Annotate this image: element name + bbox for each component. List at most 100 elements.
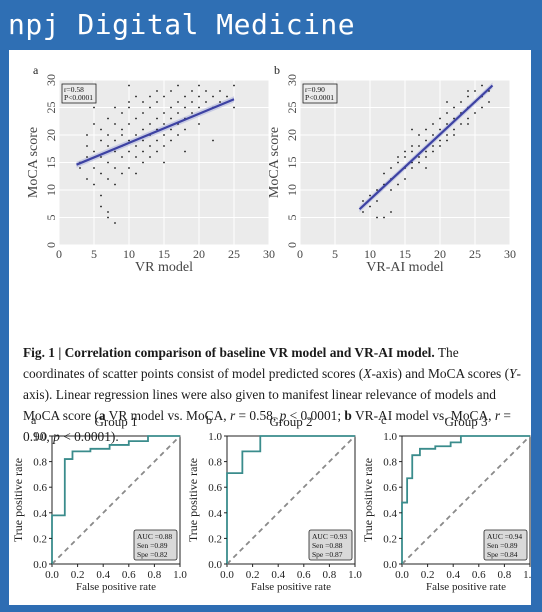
x-tick-label: 0.4 xyxy=(96,569,110,581)
data-point xyxy=(404,150,406,153)
data-point xyxy=(460,101,462,103)
y-axis-label: True positive rate xyxy=(186,458,200,542)
data-point xyxy=(156,101,158,103)
data-point xyxy=(128,167,130,169)
x-tick-label: 20 xyxy=(193,247,205,261)
data-point xyxy=(198,95,200,98)
data-point xyxy=(100,205,102,208)
y-tick-label: 25 xyxy=(44,102,58,114)
y-tick-label: 10 xyxy=(285,184,299,196)
x-tick-label: 25 xyxy=(469,247,481,261)
data-point xyxy=(233,106,235,109)
x-tick-label: 0.8 xyxy=(148,569,162,581)
data-point xyxy=(425,150,427,153)
data-point xyxy=(219,101,221,103)
data-point xyxy=(481,106,483,109)
plot-frame xyxy=(51,435,181,565)
metrics-text: Sen =0.89 xyxy=(487,541,518,550)
data-point xyxy=(432,123,434,125)
x-tick-label: 0.8 xyxy=(498,569,512,581)
data-point xyxy=(121,128,123,131)
x-tick-label: 0.2 xyxy=(71,569,85,581)
x-tick-label: 0.4 xyxy=(271,569,285,581)
x-tick-label: 20 xyxy=(434,247,446,261)
x-tick-label: 15 xyxy=(158,247,170,261)
x-tick-label: 0.2 xyxy=(246,569,260,581)
data-point xyxy=(107,178,109,180)
data-point xyxy=(362,211,364,213)
data-point xyxy=(135,172,137,175)
data-point xyxy=(411,167,413,169)
data-point xyxy=(184,95,186,98)
x-tick-label: 0.8 xyxy=(323,569,337,581)
data-point xyxy=(107,134,109,136)
x-tick-label: 5 xyxy=(91,247,97,261)
caption-r: r xyxy=(494,408,501,423)
caption-panel-a: a xyxy=(98,408,106,423)
data-point xyxy=(362,200,364,202)
caption-p: p xyxy=(279,408,287,423)
data-point xyxy=(418,156,420,158)
data-point xyxy=(474,112,476,114)
caption-text: -axis). Linear regression lines were als… xyxy=(23,366,521,423)
data-point xyxy=(100,139,102,142)
data-point xyxy=(93,106,95,109)
metrics-text: Spe =0.87 xyxy=(312,550,343,559)
x-tick-label: 10 xyxy=(123,247,135,261)
stats-box xyxy=(61,83,97,104)
x-tick-label: 5 xyxy=(332,247,338,261)
y-tick-label: 20 xyxy=(285,129,299,141)
data-point xyxy=(390,189,392,191)
roc-curve xyxy=(401,435,530,564)
y-axis-label: True positive rate xyxy=(361,458,375,542)
data-point xyxy=(212,95,214,98)
figure-1-caption: Fig. 1 | Correlation comparison of basel… xyxy=(23,342,523,447)
data-point xyxy=(100,128,102,131)
data-point xyxy=(184,128,186,131)
data-point xyxy=(107,145,109,147)
data-point xyxy=(446,134,448,136)
data-point xyxy=(163,134,165,136)
panel-letter: b xyxy=(274,63,280,77)
data-point xyxy=(135,145,137,147)
y-tick-label: 0.0 xyxy=(208,559,222,571)
data-point xyxy=(404,156,406,158)
y-tick-label: 0.4 xyxy=(33,508,47,520)
figure-panel: 0 5 10 15 20 25 30 0 5 10 15 20 25 30 VR model MoCA sco… xyxy=(9,50,531,605)
data-point xyxy=(107,161,109,164)
caption-r: r xyxy=(229,408,236,423)
scatter-plot-b: 0 5 10 15 20 25 30 0 5 10 15 20 25 30 VR-AI model MoCA … xyxy=(267,63,516,275)
data-point xyxy=(177,101,179,103)
data-point xyxy=(135,95,137,98)
data-point xyxy=(390,167,392,169)
data-point xyxy=(439,128,441,131)
data-point xyxy=(142,150,144,153)
data-point xyxy=(376,216,378,219)
x-tick-label: 30 xyxy=(263,247,275,261)
x-tick-label: 0 xyxy=(297,247,303,261)
data-point xyxy=(474,90,476,92)
data-point xyxy=(128,139,130,142)
data-point xyxy=(425,167,427,169)
y-tick-label: 0.6 xyxy=(33,482,47,494)
data-point xyxy=(149,145,151,147)
data-point xyxy=(128,101,130,103)
data-point xyxy=(177,112,179,114)
data-point xyxy=(369,194,371,197)
roc-curve xyxy=(226,435,355,564)
y-tick-label: 0.8 xyxy=(208,457,222,469)
data-point xyxy=(170,106,172,109)
data-point xyxy=(467,117,469,120)
data-point xyxy=(198,123,200,125)
data-point xyxy=(86,178,88,180)
data-point xyxy=(149,123,151,125)
data-point xyxy=(107,211,109,213)
y-axis-label: MoCA score xyxy=(267,127,282,198)
data-point xyxy=(411,150,413,153)
caption-text: < 0.0001; xyxy=(286,408,345,423)
data-point xyxy=(453,134,455,136)
data-point xyxy=(100,194,102,197)
roc-plot-a: 0.0 0.2 0.4 0.6 0.8 1.0 0.0 0.2 0.4 0.6 0.8 1.0 Grou… xyxy=(11,413,187,593)
caption-lead: Fig. 1 | Correlation comparison of basel… xyxy=(23,345,435,360)
data-point xyxy=(135,156,137,158)
